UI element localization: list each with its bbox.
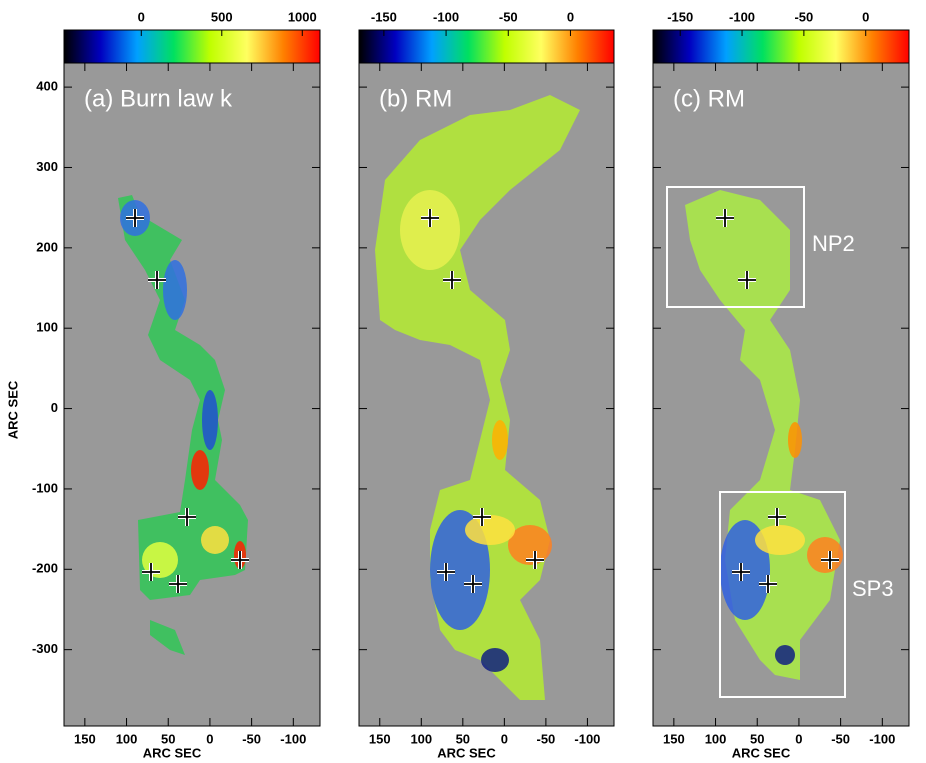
x-tick-label: -50 xyxy=(831,731,850,746)
region-box xyxy=(666,186,805,308)
x-axis-label: ARC SEC xyxy=(437,745,496,760)
cross-marker xyxy=(437,563,455,581)
plot-area xyxy=(64,63,320,726)
colorbar-tick-label: -50 xyxy=(499,9,518,24)
x-tick-label: -100 xyxy=(869,731,895,746)
x-tick-label: 50 xyxy=(750,731,764,746)
cross-marker xyxy=(126,209,144,227)
x-tick-label: 50 xyxy=(456,731,470,746)
cross-marker xyxy=(169,575,187,593)
y-tick-label: 400 xyxy=(36,79,58,94)
colorbar-tick-label: -100 xyxy=(729,9,755,24)
map-region xyxy=(685,190,840,680)
colorbar-tick-label: 0 xyxy=(862,9,869,24)
y-tick-label: -200 xyxy=(32,561,58,576)
map-patch xyxy=(807,537,843,573)
cross-marker xyxy=(732,563,750,581)
panel: (c) RM 150 100 50 0 -50 -100 ARC SEC -150 -100 -50… xyxy=(652,9,910,760)
cross-marker xyxy=(738,271,756,289)
x-tick-label: 50 xyxy=(161,731,175,746)
region-label: NP2 xyxy=(812,231,855,256)
map-patch xyxy=(163,260,187,320)
x-axis-label: ARC SEC xyxy=(143,745,202,760)
map-patch xyxy=(201,526,229,554)
x-tick-label: -100 xyxy=(574,731,600,746)
map-patch xyxy=(400,190,460,270)
cross-marker xyxy=(178,508,196,526)
colorbar xyxy=(63,29,321,64)
map-patch xyxy=(492,420,508,460)
x-axis-label: ARC SEC xyxy=(732,745,791,760)
panel-title: (c) RM xyxy=(673,85,745,112)
x-tick-label: 0 xyxy=(795,731,802,746)
colorbar xyxy=(652,29,910,64)
cross-marker xyxy=(473,508,491,526)
panel: (b) RM 150 100 50 0 -50 -100 ARC SEC -150 -100 -50… xyxy=(358,9,615,760)
region-label: SP3 xyxy=(852,576,894,601)
map-patch xyxy=(508,525,552,565)
x-tick-label: 100 xyxy=(410,731,432,746)
y-tick-label: 300 xyxy=(36,159,58,174)
map-patch xyxy=(481,648,509,672)
y-tick-label: 0 xyxy=(51,400,58,415)
colorbar-tick-label: 500 xyxy=(211,9,233,24)
cross-marker xyxy=(142,563,160,581)
x-tick-label: -50 xyxy=(242,731,261,746)
cross-marker xyxy=(526,551,544,569)
map-patch xyxy=(755,525,805,555)
x-tick-label: -100 xyxy=(280,731,306,746)
x-tick-label: 0 xyxy=(501,731,508,746)
colorbar xyxy=(358,29,615,64)
panel-title: (a) Burn law k xyxy=(84,85,233,112)
x-tick-label: 100 xyxy=(705,731,727,746)
cross-marker xyxy=(716,209,734,227)
y-tick-label: 200 xyxy=(36,239,58,254)
y-tick-label: -300 xyxy=(32,641,58,656)
map-patch xyxy=(191,450,209,490)
colorbar-tick-label: -150 xyxy=(371,9,397,24)
colorbar-tick-label: -50 xyxy=(794,9,813,24)
map-patch xyxy=(202,390,218,450)
cross-marker xyxy=(821,551,839,569)
cross-marker xyxy=(759,575,777,593)
map-patch xyxy=(788,422,802,458)
colorbar-tick-label: -100 xyxy=(433,9,459,24)
cross-marker xyxy=(464,575,482,593)
colorbar-tick-label: 0 xyxy=(567,9,574,24)
x-tick-label: 150 xyxy=(369,731,391,746)
panel-title: (b) RM xyxy=(379,85,452,112)
cross-marker xyxy=(148,271,166,289)
y-axis-label: ARC SEC xyxy=(5,380,20,439)
colorbar-tick-label: 1000 xyxy=(288,9,317,24)
y-tick-label: -100 xyxy=(32,480,58,495)
colorbar-tick-label: 0 xyxy=(138,9,145,24)
cross-marker xyxy=(231,551,249,569)
cross-marker xyxy=(421,209,439,227)
x-tick-label: -50 xyxy=(536,731,555,746)
y-tick-label: 100 xyxy=(36,320,58,335)
region-box xyxy=(719,491,846,698)
x-tick-label: 100 xyxy=(116,731,138,746)
cross-marker xyxy=(443,271,461,289)
x-tick-label: 0 xyxy=(206,731,213,746)
x-tick-label: 150 xyxy=(74,731,96,746)
x-tick-label: 150 xyxy=(663,731,685,746)
cross-marker xyxy=(768,508,786,526)
map-patch xyxy=(465,515,515,545)
map-patch xyxy=(775,645,795,665)
colorbar-tick-label: -150 xyxy=(667,9,693,24)
